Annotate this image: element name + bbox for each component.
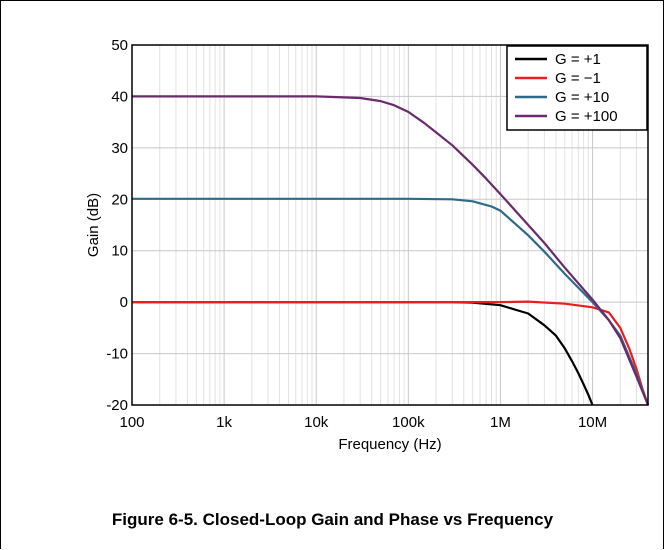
x-tick-label: 1M xyxy=(490,414,511,431)
series-line xyxy=(132,95,650,406)
legend: G = +1 G = −1 G = +10 G = +100 xyxy=(506,45,648,131)
x-tick-labels: 100 1k 10k 100k 1M 10M xyxy=(119,414,607,431)
y-axis-label: Gain (dB) xyxy=(85,193,102,257)
y-tick-label: 10 xyxy=(111,243,128,260)
series-line xyxy=(132,300,650,406)
legend-label: G = +10 xyxy=(555,89,609,106)
plot-area-border xyxy=(131,44,649,406)
y-tick-label: 30 xyxy=(111,140,128,157)
y-tick-label: 40 xyxy=(111,88,128,105)
x-tick-label: 100k xyxy=(392,414,425,431)
y-tick-label: 20 xyxy=(111,191,128,208)
x-tick-label: 10k xyxy=(304,414,329,431)
legend-label: G = +100 xyxy=(555,108,618,125)
x-tick-label: 10M xyxy=(578,414,607,431)
y-tick-label: -20 xyxy=(106,397,128,414)
y-tick-label: 50 xyxy=(111,37,128,54)
x-axis-label: Frequency (Hz) xyxy=(338,436,441,453)
legend-label: G = +1 xyxy=(555,51,601,68)
minor-grid xyxy=(159,45,637,405)
series-line xyxy=(132,197,650,406)
figure-caption: Figure 6-5. Closed-Loop Gain and Phase v… xyxy=(111,510,554,529)
legend-label: G = −1 xyxy=(555,70,601,87)
x-tick-label: 100 xyxy=(119,414,144,431)
y-tick-labels: 50 40 30 20 10 0 -10 -20 xyxy=(106,37,128,414)
y-tick-label: 0 xyxy=(120,294,128,311)
x-tick-label: 1k xyxy=(216,414,232,431)
series-layer xyxy=(132,95,650,406)
y-tick-label: -10 xyxy=(106,346,128,363)
